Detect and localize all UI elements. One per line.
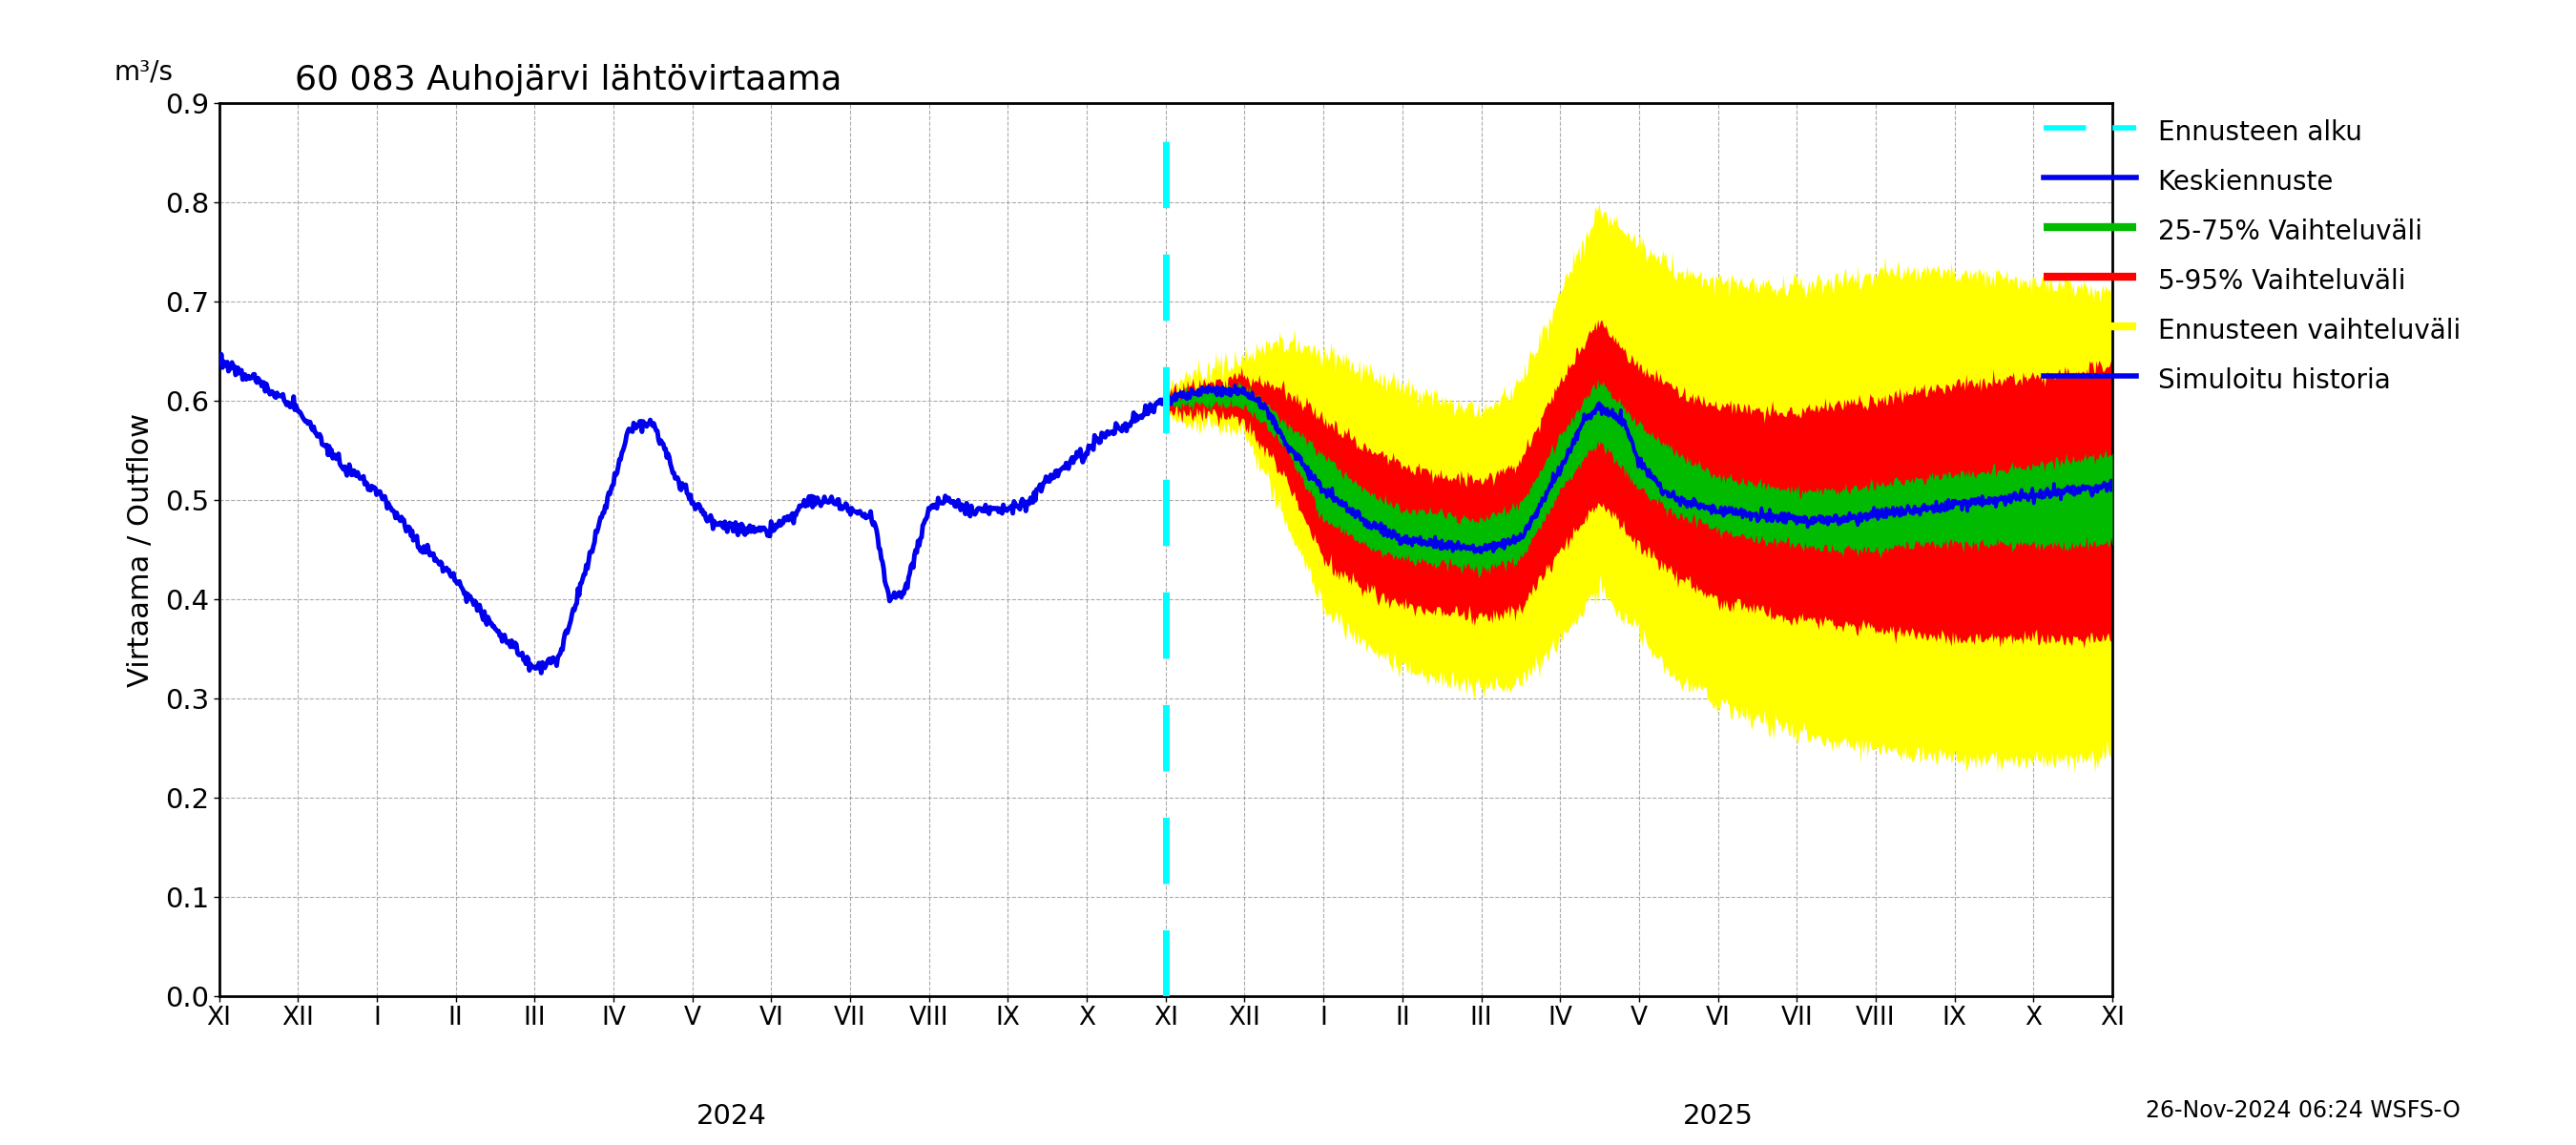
- Text: 2024: 2024: [696, 1104, 768, 1130]
- Text: 60 083 Auhojärvi lähtövirtaama: 60 083 Auhojärvi lähtövirtaama: [294, 64, 842, 96]
- Y-axis label: Virtaama / Outflow: Virtaama / Outflow: [126, 412, 155, 687]
- Text: m³/s: m³/s: [113, 58, 173, 85]
- Text: 2025: 2025: [1682, 1104, 1754, 1130]
- Text: 26-Nov-2024 06:24 WSFS-O: 26-Nov-2024 06:24 WSFS-O: [2146, 1099, 2460, 1122]
- Legend: Ennusteen alku, Keskiennuste, 25-75% Vaihteluväli, 5-95% Vaihteluväli, Ennusteen: Ennusteen alku, Keskiennuste, 25-75% Vai…: [2035, 108, 2468, 403]
